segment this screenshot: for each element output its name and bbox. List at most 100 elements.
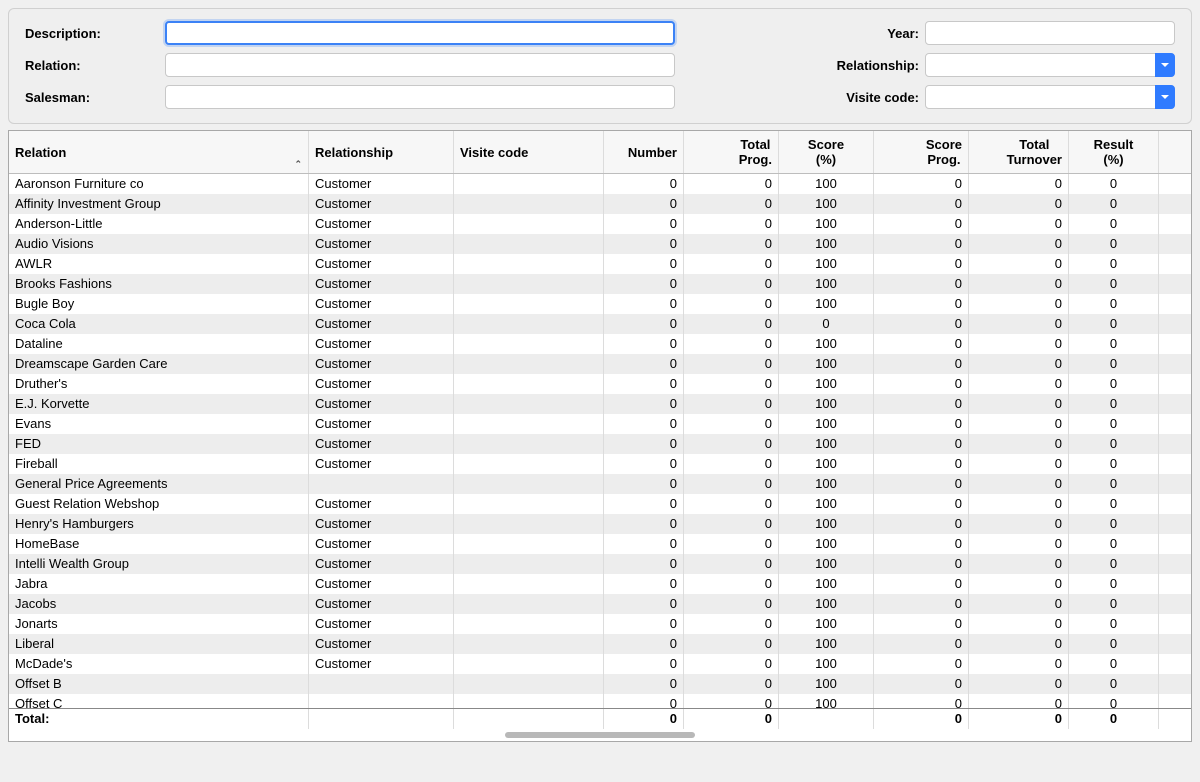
cell-total_turn: 0 [969, 674, 1069, 694]
description-input[interactable] [165, 21, 675, 45]
table-row[interactable]: Offset B00100000 [9, 674, 1191, 694]
cell-total_prog: 0 [684, 254, 779, 274]
scrollbar-thumb[interactable] [505, 732, 695, 738]
table-row[interactable]: Guest Relation WebshopCustomer00100000 [9, 494, 1191, 514]
cell-score_pct: 100 [779, 674, 874, 694]
column-header-total_turn[interactable]: TotalTurnover [969, 131, 1069, 173]
cell-visite_code [454, 414, 604, 434]
column-header-label: Result(%) [1094, 137, 1134, 167]
cell-total_prog: 0 [684, 514, 779, 534]
table-row[interactable]: JabraCustomer00100000 [9, 574, 1191, 594]
cell-score_pct: 100 [779, 694, 874, 708]
cell-relationship: Customer [309, 434, 454, 454]
cell-result_pct: 0 [1069, 654, 1159, 674]
cell-visite_code [454, 214, 604, 234]
chevron-down-icon[interactable] [1155, 85, 1175, 109]
cell-result_pct: 0 [1069, 294, 1159, 314]
chevron-down-icon[interactable] [1155, 53, 1175, 77]
cell-result_pct: 0 [1069, 454, 1159, 474]
cell-total_prog: 0 [684, 654, 779, 674]
table-row[interactable]: DatalineCustomer00100000 [9, 334, 1191, 354]
cell-total_prog: 0 [684, 194, 779, 214]
table-row[interactable]: Offset C00100000 [9, 694, 1191, 708]
cell-visite_code [454, 234, 604, 254]
cell-relation: Offset B [9, 674, 309, 694]
cell-score_pct: 100 [779, 574, 874, 594]
table-row[interactable]: Brooks FashionsCustomer00100000 [9, 274, 1191, 294]
column-header-relationship[interactable]: Relationship [309, 131, 454, 173]
cell-number: 0 [604, 614, 684, 634]
column-header-label: TotalProg. [739, 137, 772, 167]
year-input[interactable] [925, 21, 1175, 45]
footer-score-pct [779, 709, 874, 729]
table-row[interactable]: Henry's HamburgersCustomer00100000 [9, 514, 1191, 534]
cell-score_prog: 0 [874, 234, 969, 254]
cell-relationship [309, 694, 454, 708]
relationship-input[interactable] [925, 53, 1175, 77]
cell-total_turn: 0 [969, 414, 1069, 434]
column-header-score_prog[interactable]: ScoreProg. [874, 131, 969, 173]
table-row[interactable]: E.J. KorvetteCustomer00100000 [9, 394, 1191, 414]
cell-score_pct: 100 [779, 394, 874, 414]
cell-result_pct: 0 [1069, 594, 1159, 614]
column-header-label: Number [628, 145, 677, 160]
table-row[interactable]: Coca ColaCustomer000000 [9, 314, 1191, 334]
grid-body[interactable]: Aaronson Furniture coCustomer00100000Aff… [9, 174, 1191, 708]
cell-score_pct: 100 [779, 334, 874, 354]
cell-relation: E.J. Korvette [9, 394, 309, 414]
visite-code-input[interactable] [925, 85, 1175, 109]
cell-relation: Anderson-Little [9, 214, 309, 234]
relation-input[interactable] [165, 53, 675, 77]
relationship-dropdown[interactable] [925, 53, 1175, 77]
cell-number: 0 [604, 274, 684, 294]
cell-score_prog: 0 [874, 214, 969, 234]
table-row[interactable]: LiberalCustomer00100000 [9, 634, 1191, 654]
table-row[interactable]: Audio VisionsCustomer00100000 [9, 234, 1191, 254]
column-header-score_pct[interactable]: Score(%) [779, 131, 874, 173]
table-row[interactable]: AWLRCustomer00100000 [9, 254, 1191, 274]
cell-relation: General Price Agreements [9, 474, 309, 494]
cell-result_pct: 0 [1069, 494, 1159, 514]
column-header-total_prog[interactable]: TotalProg. [684, 131, 779, 173]
column-header-number[interactable]: Number [604, 131, 684, 173]
cell-visite_code [454, 254, 604, 274]
table-row[interactable]: FEDCustomer00100000 [9, 434, 1191, 454]
cell-total_turn: 0 [969, 194, 1069, 214]
table-row[interactable]: Anderson-LittleCustomer00100000 [9, 214, 1191, 234]
cell-number: 0 [604, 654, 684, 674]
table-row[interactable]: Dreamscape Garden CareCustomer00100000 [9, 354, 1191, 374]
table-row[interactable]: Intelli Wealth GroupCustomer00100000 [9, 554, 1191, 574]
column-header-relation[interactable]: Relation⌃ [9, 131, 309, 173]
cell-score_prog: 0 [874, 194, 969, 214]
table-row[interactable]: Bugle BoyCustomer00100000 [9, 294, 1191, 314]
table-row[interactable]: JonartsCustomer00100000 [9, 614, 1191, 634]
table-row[interactable]: General Price Agreements00100000 [9, 474, 1191, 494]
column-header-label: Score(%) [808, 137, 844, 167]
cell-number: 0 [604, 174, 684, 194]
column-header-label: Relation [15, 145, 66, 160]
table-row[interactable]: Druther'sCustomer00100000 [9, 374, 1191, 394]
visite-code-dropdown[interactable] [925, 85, 1175, 109]
horizontal-scrollbar[interactable] [9, 729, 1191, 741]
cell-total_turn: 0 [969, 494, 1069, 514]
cell-number: 0 [604, 674, 684, 694]
cell-relation: Bugle Boy [9, 294, 309, 314]
column-header-result_pct[interactable]: Result(%) [1069, 131, 1159, 173]
table-row[interactable]: JacobsCustomer00100000 [9, 594, 1191, 614]
table-row[interactable]: EvansCustomer00100000 [9, 414, 1191, 434]
footer-number: 0 [604, 709, 684, 729]
table-row[interactable]: FireballCustomer00100000 [9, 454, 1191, 474]
table-row[interactable]: Aaronson Furniture coCustomer00100000 [9, 174, 1191, 194]
cell-total_turn: 0 [969, 454, 1069, 474]
table-row[interactable]: McDade'sCustomer00100000 [9, 654, 1191, 674]
table-row[interactable]: HomeBaseCustomer00100000 [9, 534, 1191, 554]
cell-visite_code [454, 434, 604, 454]
salesman-input[interactable] [165, 85, 675, 109]
cell-result_pct: 0 [1069, 374, 1159, 394]
cell-relation: FED [9, 434, 309, 454]
cell-relation: AWLR [9, 254, 309, 274]
table-row[interactable]: Affinity Investment GroupCustomer0010000… [9, 194, 1191, 214]
cell-relation: Henry's Hamburgers [9, 514, 309, 534]
cell-result_pct: 0 [1069, 274, 1159, 294]
column-header-visite_code[interactable]: Visite code [454, 131, 604, 173]
